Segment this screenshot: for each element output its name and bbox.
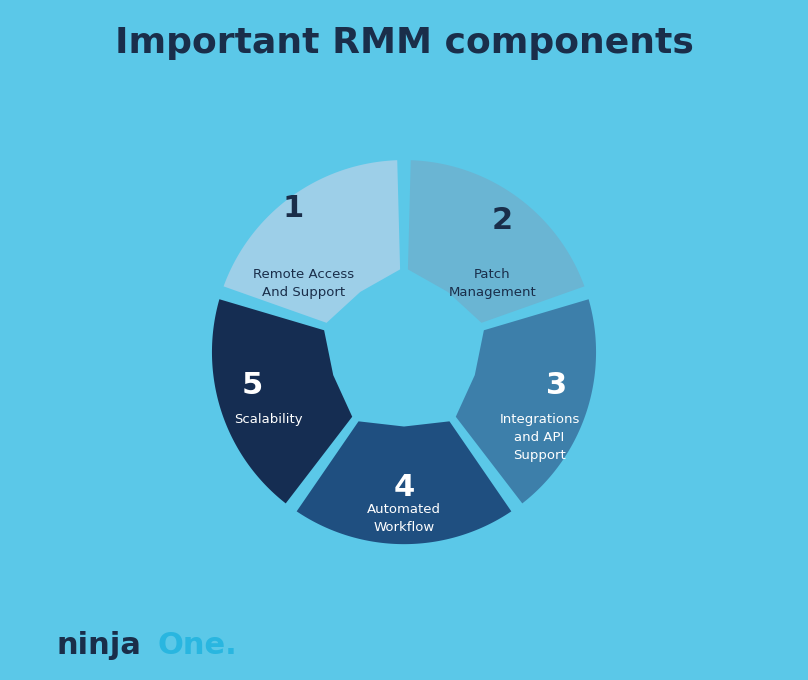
Polygon shape: [221, 158, 402, 325]
Text: 1: 1: [283, 194, 304, 223]
Polygon shape: [454, 297, 598, 506]
Text: 4: 4: [393, 473, 415, 502]
Text: Remote Access
And Support: Remote Access And Support: [253, 269, 354, 299]
Text: 5: 5: [242, 371, 263, 400]
Polygon shape: [294, 420, 514, 546]
Text: ninja: ninja: [57, 632, 141, 660]
Text: 3: 3: [545, 371, 566, 400]
Text: Important RMM components: Important RMM components: [115, 27, 693, 61]
Polygon shape: [210, 297, 354, 506]
Text: Integrations
and API
Support: Integrations and API Support: [499, 413, 580, 462]
Text: 2: 2: [492, 206, 513, 235]
Text: One.: One.: [158, 632, 238, 660]
Text: Automated
Workflow: Automated Workflow: [367, 503, 441, 534]
Polygon shape: [406, 158, 587, 325]
Text: Patch
Management: Patch Management: [448, 269, 537, 299]
Text: Scalability: Scalability: [234, 413, 303, 426]
